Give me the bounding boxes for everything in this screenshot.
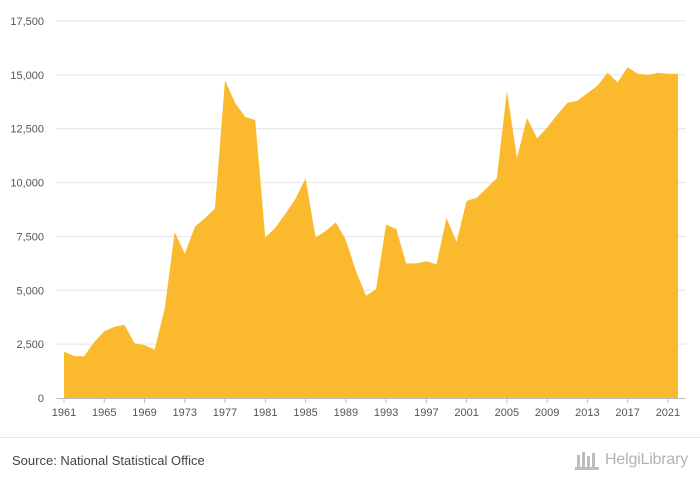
x-tick-label: 1965 bbox=[92, 407, 116, 419]
x-tick-label: 1969 bbox=[132, 407, 156, 419]
y-tick-label: 2,500 bbox=[16, 339, 44, 351]
x-tick-label: 1977 bbox=[213, 407, 237, 419]
area-series bbox=[64, 67, 678, 399]
x-tick-label: 2005 bbox=[495, 407, 519, 419]
grid-lines bbox=[56, 20, 686, 345]
area-fill bbox=[64, 67, 678, 399]
footer: Source: National Statistical Office Helg… bbox=[0, 437, 700, 484]
brand-logo[interactable]: HelgiLibrary bbox=[575, 449, 688, 471]
y-tick-label: 12,500 bbox=[10, 124, 44, 136]
x-tick-label: 2009 bbox=[535, 407, 559, 419]
source-note: Source: National Statistical Office bbox=[12, 453, 205, 468]
brand-name: HelgiLibrary bbox=[605, 451, 688, 468]
x-tick-label: 2021 bbox=[656, 407, 680, 419]
y-tick-label: 17,500 bbox=[10, 16, 44, 28]
x-tick-label: 1973 bbox=[173, 407, 197, 419]
y-tick-label: 15,000 bbox=[10, 70, 44, 82]
x-tick-label: 1989 bbox=[334, 407, 358, 419]
x-tick-label: 1997 bbox=[414, 407, 438, 419]
area-chart: 0 2,500 5,000 7,500 10,000 12,500 15,000 17,500… bbox=[10, 16, 686, 419]
x-tick-label: 2001 bbox=[454, 407, 478, 419]
y-tick-label: 10,000 bbox=[10, 178, 44, 190]
y-tick-label: 5,000 bbox=[16, 285, 44, 297]
x-tick-label: 1993 bbox=[374, 407, 398, 419]
x-tick-label: 2017 bbox=[615, 407, 639, 419]
x-tick-label: 1981 bbox=[253, 407, 277, 419]
y-axis-labels: 0 2,500 5,000 7,500 10,000 12,500 15,000 17,500 bbox=[10, 16, 44, 405]
x-axis bbox=[56, 398, 686, 403]
x-tick-label: 2013 bbox=[575, 407, 599, 419]
x-tick-label: 1961 bbox=[52, 407, 76, 419]
y-tick-label: 7,500 bbox=[16, 231, 44, 243]
library-building-icon bbox=[575, 452, 600, 470]
y-tick-label: 0 bbox=[38, 393, 44, 405]
x-axis-labels: 1961 1965 1969 1973 1977 1981 1985 1989 1993 1997… bbox=[52, 407, 680, 419]
x-tick-label: 1985 bbox=[293, 407, 317, 419]
